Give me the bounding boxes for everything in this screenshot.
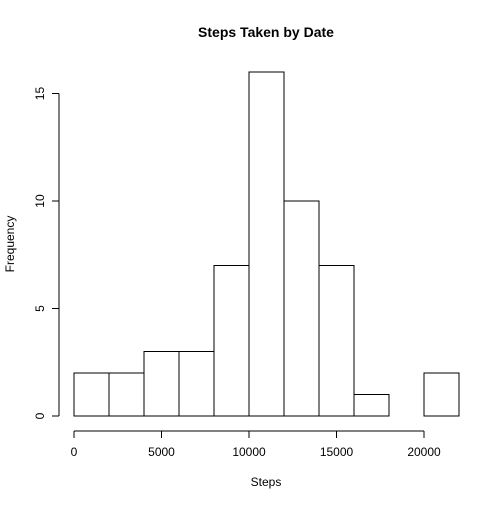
histogram-bar xyxy=(283,200,320,417)
histogram-bar xyxy=(213,265,250,417)
histogram-bar xyxy=(318,265,355,417)
x-tick-label: 15000 xyxy=(320,445,354,459)
histogram-bar xyxy=(73,372,110,417)
x-tick-label: 5000 xyxy=(148,445,175,459)
y-tick-label: 10 xyxy=(33,194,47,208)
histogram-bar xyxy=(353,394,390,417)
x-tick-label: 10000 xyxy=(232,445,266,459)
histogram-bar xyxy=(423,372,460,417)
y-axis: 0 5 10 15 xyxy=(33,87,60,419)
x-axis-label: Steps xyxy=(251,475,282,489)
histogram-bar xyxy=(178,351,215,417)
x-tick-label: 0 xyxy=(71,445,78,459)
chart-title: Steps Taken by Date xyxy=(198,24,334,40)
y-axis-label: Frequency xyxy=(3,216,17,273)
x-tick-label: 20000 xyxy=(407,445,441,459)
histogram-bar xyxy=(248,71,285,417)
x-axis: 0 5000 10000 15000 20000 xyxy=(71,430,441,459)
y-tick-label: 15 xyxy=(33,87,47,101)
y-tick-label: 0 xyxy=(33,412,47,419)
y-tick-label: 5 xyxy=(33,305,47,312)
bars-group xyxy=(73,71,460,417)
histogram-bar xyxy=(143,351,180,417)
histogram-bar xyxy=(108,372,145,417)
